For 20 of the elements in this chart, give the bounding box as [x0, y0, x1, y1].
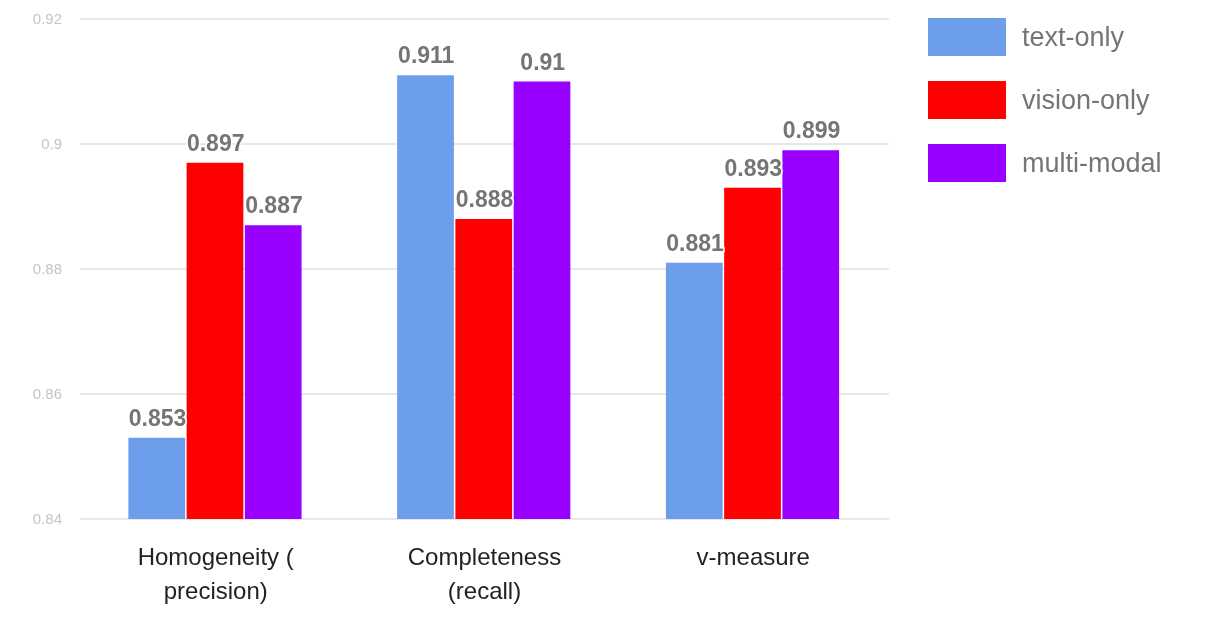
y-tick-label: 0.88 — [32, 260, 62, 278]
data-label: 0.887 — [245, 192, 303, 219]
data-label: 0.893 — [724, 154, 783, 181]
data-label: 0.853 — [128, 404, 187, 431]
data-label: 0.911 — [398, 42, 455, 69]
y-tick-label: 0.84 — [32, 510, 62, 528]
y-tick-label: 0.9 — [41, 135, 62, 153]
data-label: 0.897 — [186, 129, 245, 156]
data-label: 0.881 — [666, 229, 725, 256]
x-tick-label: v-measure — [696, 543, 810, 570]
data-label: 0.888 — [455, 186, 514, 212]
data-label: 0.91 — [520, 48, 566, 75]
y-tick-label: 0.92 — [32, 10, 62, 28]
data-label: 0.899 — [782, 117, 841, 144]
y-tick-label: 0.86 — [32, 385, 62, 403]
legend-label: text-only — [1022, 22, 1125, 53]
legend-label: multi-modal — [1022, 148, 1162, 179]
legend-label: vision-only — [1022, 85, 1151, 116]
x-tick-label: Completeness (recall) — [407, 543, 562, 604]
x-tick-label: Homogeneity ( precision) — [137, 543, 294, 604]
